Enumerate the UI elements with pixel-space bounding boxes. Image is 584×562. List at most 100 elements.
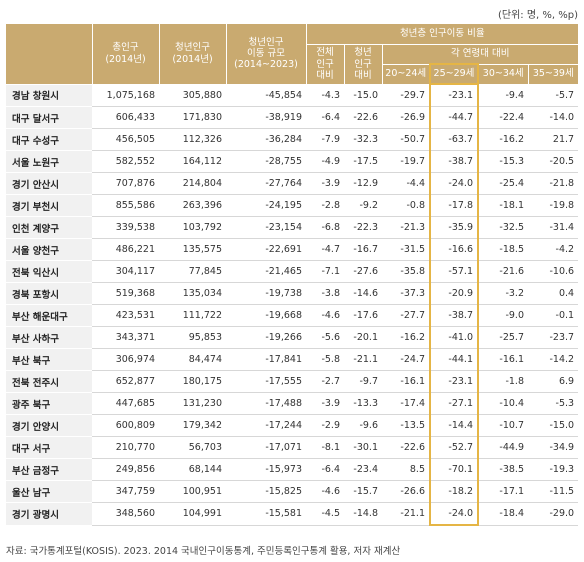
- value-cell: 95,853: [159, 326, 226, 349]
- value-cell: -19,266: [226, 326, 306, 349]
- header-youth-move: 청년인구 이동 규모 (2014~2023): [226, 24, 307, 85]
- value-cell: -15.3: [478, 150, 528, 173]
- value-cell: 56,703: [159, 436, 226, 459]
- header-total-pop: 총인구 (2014년): [92, 24, 160, 85]
- value-cell: 348,560: [92, 502, 159, 526]
- value-cell: 179,342: [159, 414, 226, 437]
- value-cell: -5.7: [528, 84, 579, 107]
- value-cell: -24.0: [429, 172, 479, 195]
- value-cell: -19,668: [226, 304, 306, 327]
- value-cell: 486,221: [92, 238, 159, 261]
- value-cell: 210,770: [92, 436, 159, 459]
- value-cell: -14.0: [528, 106, 579, 129]
- value-cell: -16.2: [478, 128, 528, 151]
- value-cell: -15.0: [528, 414, 579, 437]
- value-cell: -24.7: [382, 348, 430, 371]
- value-cell: -24.0: [429, 502, 479, 526]
- value-cell: -26.6: [382, 480, 430, 503]
- value-cell: 456,505: [92, 128, 159, 151]
- value-cell: -32.5: [478, 216, 528, 239]
- value-cell: -4.5: [306, 502, 344, 526]
- value-cell: 214,804: [159, 172, 226, 195]
- value-cell: 447,685: [92, 392, 159, 415]
- value-cell: 304,117: [92, 260, 159, 283]
- region-cell: 대구 수성구: [6, 128, 92, 151]
- value-cell: -14.4: [429, 414, 479, 437]
- value-cell: -21.1: [382, 502, 430, 526]
- value-cell: -3.2: [478, 282, 528, 305]
- value-cell: 84,474: [159, 348, 226, 371]
- value-cell: 135,575: [159, 238, 226, 261]
- region-cell: 경남 창원시: [6, 84, 92, 107]
- region-cell: 경기 부천시: [6, 194, 92, 217]
- value-cell: -9.7: [344, 370, 382, 393]
- value-cell: -18.1: [478, 194, 528, 217]
- value-cell: -27.6: [344, 260, 382, 283]
- value-cell: -19.8: [528, 194, 579, 217]
- value-cell: -34.9: [528, 436, 579, 459]
- value-cell: -17.8: [429, 194, 479, 217]
- table-row: 광주 북구 447,685 131,230 -17,488 -3.9 -13.3 -17.4…: [6, 392, 579, 415]
- value-cell: -31.5: [382, 238, 430, 261]
- value-cell: -6.8: [306, 216, 344, 239]
- value-cell: -0.8: [382, 194, 430, 217]
- region-cell: 경기 안산시: [6, 172, 92, 195]
- header-total-ratio: 전체 인구 대비: [306, 44, 345, 85]
- value-cell: -23.7: [528, 326, 579, 349]
- value-cell: -5.3: [528, 392, 579, 415]
- value-cell: 347,759: [92, 480, 159, 503]
- value-cell: -19,738: [226, 282, 306, 305]
- value-cell: -30.1: [344, 436, 382, 459]
- value-cell: -28,755: [226, 150, 306, 173]
- table-row: 부산 금정구 249,856 68,144 -15,973 -6.4 -23.4 8.5 -7…: [6, 458, 579, 481]
- value-cell: -20.9: [429, 282, 479, 305]
- region-cell: 전북 익산시: [6, 260, 92, 283]
- value-cell: -4.6: [306, 480, 344, 503]
- value-cell: -22.3: [344, 216, 382, 239]
- value-cell: 423,531: [92, 304, 159, 327]
- value-cell: 104,991: [159, 502, 226, 526]
- value-cell: -44.7: [429, 106, 479, 129]
- value-cell: -6.4: [306, 458, 344, 481]
- value-cell: -4.4: [382, 172, 430, 195]
- value-cell: 131,230: [159, 392, 226, 415]
- value-cell: 249,856: [92, 458, 159, 481]
- value-cell: 305,880: [159, 84, 226, 107]
- value-cell: -2.9: [306, 414, 344, 437]
- value-cell: 6.9: [528, 370, 579, 393]
- table-row: 전북 전주시 652,877 180,175 -17,555 -2.7 -9.7 -16.1…: [6, 370, 579, 393]
- table-row: 경기 안산시 707,876 214,804 -27,764 -3.9 -12.9 -4.4…: [6, 172, 579, 195]
- value-cell: -12.9: [344, 172, 382, 195]
- value-cell: -17.5: [344, 150, 382, 173]
- value-cell: -20.5: [528, 150, 579, 173]
- region-cell: 광주 북구: [6, 392, 92, 415]
- value-cell: -20.1: [344, 326, 382, 349]
- value-cell: -3.8: [306, 282, 344, 305]
- value-cell: 306,974: [92, 348, 159, 371]
- table-row: 경남 창원시 1,075,168 305,880 -45,854 -4.3 -15.0 -2…: [6, 84, 579, 107]
- value-cell: -27.7: [382, 304, 430, 327]
- value-cell: 112,326: [159, 128, 226, 151]
- value-cell: -6.4: [306, 106, 344, 129]
- header-age-group: 각 연령대 대비: [382, 44, 579, 65]
- value-cell: -11.5: [528, 480, 579, 503]
- header-youth-ratio: 청년 인구 대비: [344, 44, 383, 85]
- region-cell: 서울 노원구: [6, 150, 92, 173]
- header-region: [6, 24, 93, 85]
- value-cell: -7.1: [306, 260, 344, 283]
- table-row: 대구 서구 210,770 56,703 -17,071 -8.1 -30.1 -22.6-…: [6, 436, 579, 459]
- table-row: 대구 달서구 606,433 171,830 -38,919 -6.4 -22.6 -26.…: [6, 106, 579, 129]
- value-cell: -5.8: [306, 348, 344, 371]
- region-cell: 전북 전주시: [6, 370, 92, 393]
- value-cell: -70.1: [429, 458, 479, 481]
- value-cell: -0.1: [528, 304, 579, 327]
- value-cell: -25.4: [478, 172, 528, 195]
- table-row: 전북 익산시 304,117 77,845 -21,465 -7.1 -27.6 -35.8…: [6, 260, 579, 283]
- table-row: 서울 양천구 486,221 135,575 -22,691 -4.7 -16.7 -31.…: [6, 238, 579, 261]
- value-cell: -21.3: [382, 216, 430, 239]
- value-cell: -17,555: [226, 370, 306, 393]
- header-age-35-39: 35~39세: [528, 64, 579, 85]
- value-cell: -18.5: [478, 238, 528, 261]
- value-cell: -13.5: [382, 414, 430, 437]
- value-cell: 103,792: [159, 216, 226, 239]
